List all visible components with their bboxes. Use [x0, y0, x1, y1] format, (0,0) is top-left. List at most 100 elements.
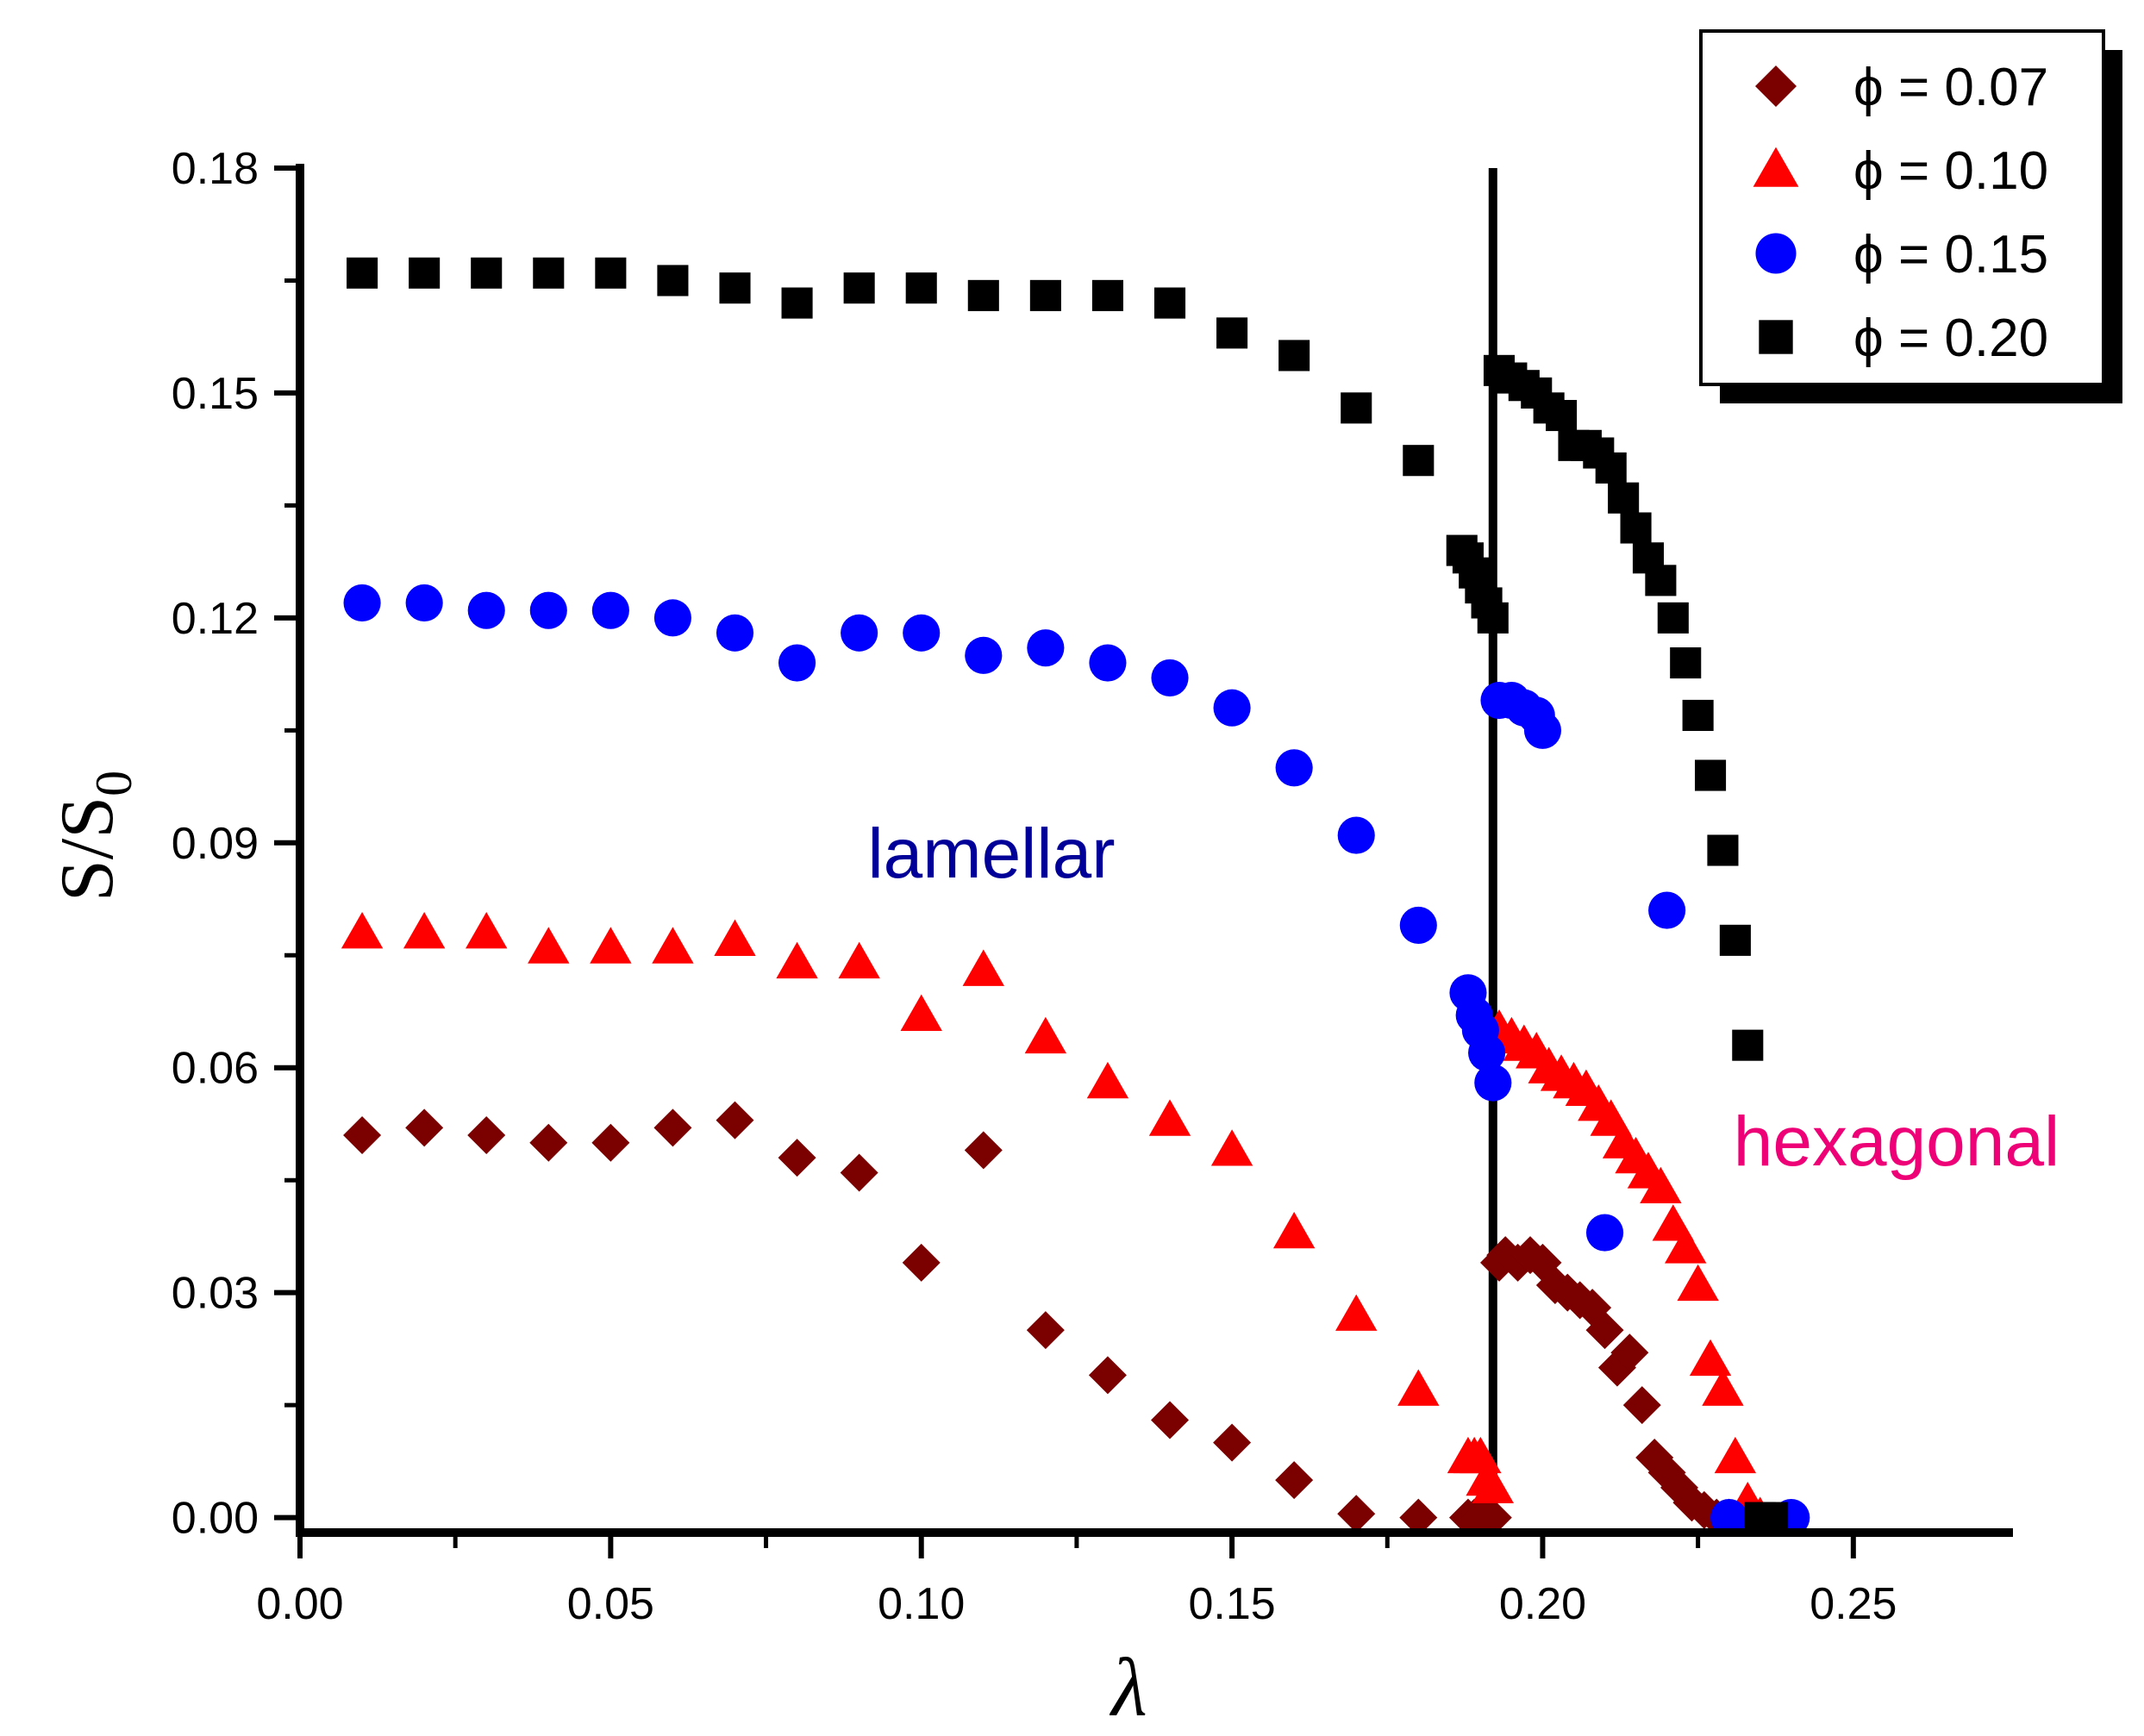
series-2-point [1523, 711, 1562, 749]
series-2-point [1337, 816, 1375, 854]
series-2-point [1474, 1064, 1512, 1102]
y-tick-label: 0.12 [172, 594, 259, 644]
series-3-point [595, 257, 627, 289]
series-3-point [1091, 279, 1123, 311]
series-1-point [1665, 1227, 1707, 1264]
y-tick-label: 0.06 [172, 1044, 259, 1094]
series-3-point [1546, 399, 1578, 432]
series-0-point [529, 1123, 568, 1162]
series-2-point [1151, 659, 1189, 697]
series-1-point [838, 941, 880, 979]
series-0-point [467, 1116, 506, 1155]
series-2-point [841, 614, 878, 652]
series-0-point [1585, 1311, 1624, 1350]
series-3-point [1620, 512, 1652, 544]
series-1-point [1702, 1369, 1744, 1406]
series-0-point [1399, 1498, 1438, 1537]
series-2-point [1027, 629, 1065, 667]
x-tick-label: 0.20 [1499, 1579, 1586, 1629]
series-2-point [1275, 749, 1313, 787]
series-1-point [652, 927, 694, 964]
series-0-point [840, 1153, 878, 1192]
legend: ϕ = 0.07 ϕ = 0.10 ϕ = 0.15 ϕ = 0.20 [1699, 29, 2122, 403]
series-0-point [591, 1123, 630, 1162]
x-tick-label: 0.10 [878, 1579, 965, 1629]
annotation-lamellar: lamellar [867, 815, 1115, 893]
series-0-point [343, 1116, 382, 1155]
series-3-point [409, 257, 441, 289]
series-2-point [1089, 644, 1127, 682]
series-3-point [657, 265, 689, 297]
series-1-point [776, 941, 818, 979]
series-3-point [1645, 565, 1677, 596]
series-1-point [590, 927, 632, 964]
series-1-point [1640, 1166, 1682, 1204]
series-3-point [1732, 1029, 1764, 1061]
series-3-point [1153, 287, 1186, 319]
series-3-point [719, 272, 751, 304]
series-3-point [781, 287, 813, 319]
series-0-point [902, 1243, 941, 1282]
series-3-point [1682, 699, 1714, 731]
series-2-point [1648, 891, 1686, 929]
y-axis-title: S/S0 [46, 771, 142, 902]
series-0-point [1088, 1356, 1127, 1395]
legend-label-1: ϕ = 0.10 [1853, 141, 2048, 201]
x-tick-label: 0.00 [256, 1579, 343, 1629]
series-3-point [843, 272, 875, 304]
series-0-point [1337, 1495, 1376, 1533]
series-0-point [1151, 1401, 1190, 1439]
series-3-point [347, 257, 378, 289]
series-1-point [1210, 1129, 1253, 1166]
series-3-point [967, 279, 999, 311]
series-2-point [529, 591, 567, 629]
series-0-point [1610, 1333, 1649, 1372]
series-2-point [965, 636, 1003, 674]
series-1-point [1024, 1016, 1067, 1054]
y-tick-label: 0.18 [172, 144, 259, 194]
y-axis-title-subscript: 0 [85, 771, 142, 796]
series-0-point [964, 1131, 1003, 1170]
series-2-point [1710, 1499, 1748, 1537]
series-1-point [1335, 1294, 1378, 1331]
series-0-point [1275, 1461, 1314, 1500]
series-3-point [1029, 279, 1061, 311]
y-tick-label: 0.15 [172, 369, 259, 419]
y-axis-title-main: S/S [46, 796, 129, 902]
legend-label-2: ϕ = 0.15 [1853, 225, 2048, 284]
series-1-point [1677, 1264, 1719, 1302]
series-3-point [1719, 924, 1751, 956]
series-2-point [716, 614, 754, 652]
series-0-point [653, 1108, 692, 1147]
series-3-point [1595, 452, 1627, 484]
x-axis-title: λ [1109, 1641, 1147, 1733]
annotation-hexagonal: hexagonal [1734, 1102, 2060, 1181]
series-3-point [1403, 445, 1435, 477]
series-1-point [466, 911, 508, 949]
y-tick-label: 0.03 [172, 1269, 259, 1319]
series-0-point [778, 1139, 816, 1177]
series-3-point [905, 272, 937, 304]
series-1-point [1460, 1436, 1502, 1474]
series-3-point [533, 257, 565, 289]
legend-marker-3 [1759, 320, 1793, 354]
series-0-point [716, 1101, 754, 1140]
series-2-point [1468, 1033, 1506, 1071]
series-1-point [900, 994, 942, 1032]
legend-label-0: ϕ = 0.07 [1853, 58, 2048, 117]
series-2-point [1399, 906, 1437, 945]
series-1-point [528, 927, 570, 964]
series-2-point [1213, 689, 1251, 727]
series-1-point [1272, 1211, 1316, 1249]
series-1-point [1472, 1466, 1514, 1503]
series-3-point [1341, 392, 1372, 424]
series-1-point [403, 911, 446, 949]
y-tick-label: 0.09 [172, 819, 259, 869]
series-2-point [467, 591, 505, 629]
series-3-point [1707, 834, 1739, 866]
series-2-point [1585, 1214, 1624, 1252]
legend-items: ϕ = 0.07 ϕ = 0.10 ϕ = 0.15 ϕ = 0.20 [1753, 58, 2048, 368]
legend-label-3: ϕ = 0.20 [1853, 309, 2048, 368]
series-2-point [591, 591, 629, 629]
series-3-point [1477, 602, 1509, 634]
